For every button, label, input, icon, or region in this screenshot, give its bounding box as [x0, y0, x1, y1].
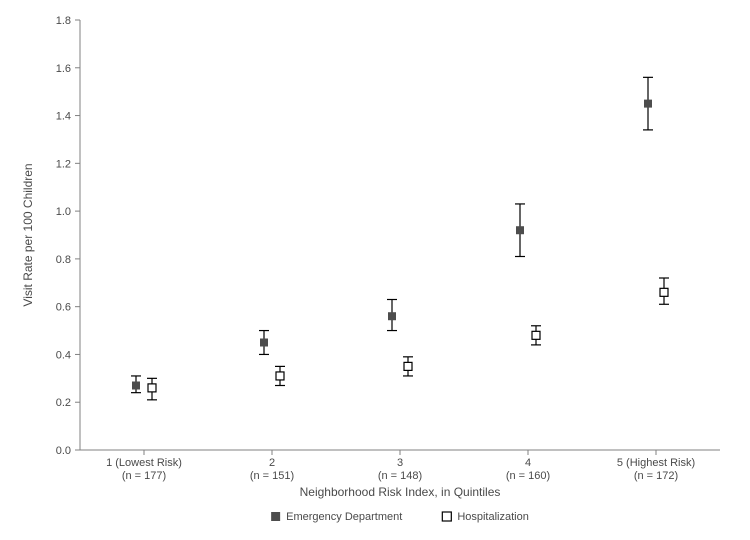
- legend-marker: [442, 512, 451, 521]
- x-category-label: (n = 172): [634, 470, 678, 482]
- y-axis-title: Visit Rate per 100 Children: [21, 163, 35, 306]
- x-category-label: 5 (Highest Risk): [617, 457, 695, 469]
- x-category-label: 3: [397, 457, 403, 469]
- x-category-label: 1 (Lowest Risk): [106, 457, 182, 469]
- y-tick-label: 0.6: [56, 302, 71, 314]
- data-point: [532, 331, 540, 339]
- chart-svg: 0.0 0.2 0.4 0.6 0.8 1.0 1.2 1.4 1.6 1.8 Visit Rate…: [0, 0, 750, 540]
- data-point: [276, 372, 284, 380]
- data-point: [388, 312, 396, 320]
- legend-label: Emergency Department: [286, 511, 402, 523]
- x-axis-title: Neighborhood Risk Index, in Quintiles: [300, 485, 501, 499]
- data-point: [660, 288, 668, 296]
- y-tick-label: 1.0: [56, 206, 71, 218]
- y-tick-label: 0.2: [56, 397, 71, 409]
- y-tick-label: 1.4: [56, 111, 71, 123]
- x-category-label: (n = 160): [506, 470, 550, 482]
- y-tick-label: 0.8: [56, 254, 71, 266]
- y-tick-label: 1.2: [56, 158, 71, 170]
- data-point: [148, 384, 156, 392]
- data-point: [516, 226, 524, 234]
- x-category-label: 2: [269, 457, 275, 469]
- data-point: [404, 362, 412, 370]
- y-tick-label: 0.0: [56, 445, 71, 457]
- x-category-label: 4: [525, 457, 531, 469]
- y-tick-label: 1.6: [56, 63, 71, 75]
- chart-container: 0.0 0.2 0.4 0.6 0.8 1.0 1.2 1.4 1.6 1.8 Visit Rate…: [0, 0, 750, 540]
- x-category-label: (n = 151): [250, 470, 294, 482]
- legend-marker: [271, 512, 280, 521]
- x-category-label: (n = 177): [122, 470, 166, 482]
- x-category-label: (n = 148): [378, 470, 422, 482]
- y-tick-label: 0.4: [56, 349, 71, 361]
- y-tick-label: 1.8: [56, 15, 71, 27]
- data-point: [260, 339, 268, 347]
- data-point: [132, 382, 140, 390]
- data-point: [644, 100, 652, 108]
- legend-label: Hospitalization: [457, 511, 529, 523]
